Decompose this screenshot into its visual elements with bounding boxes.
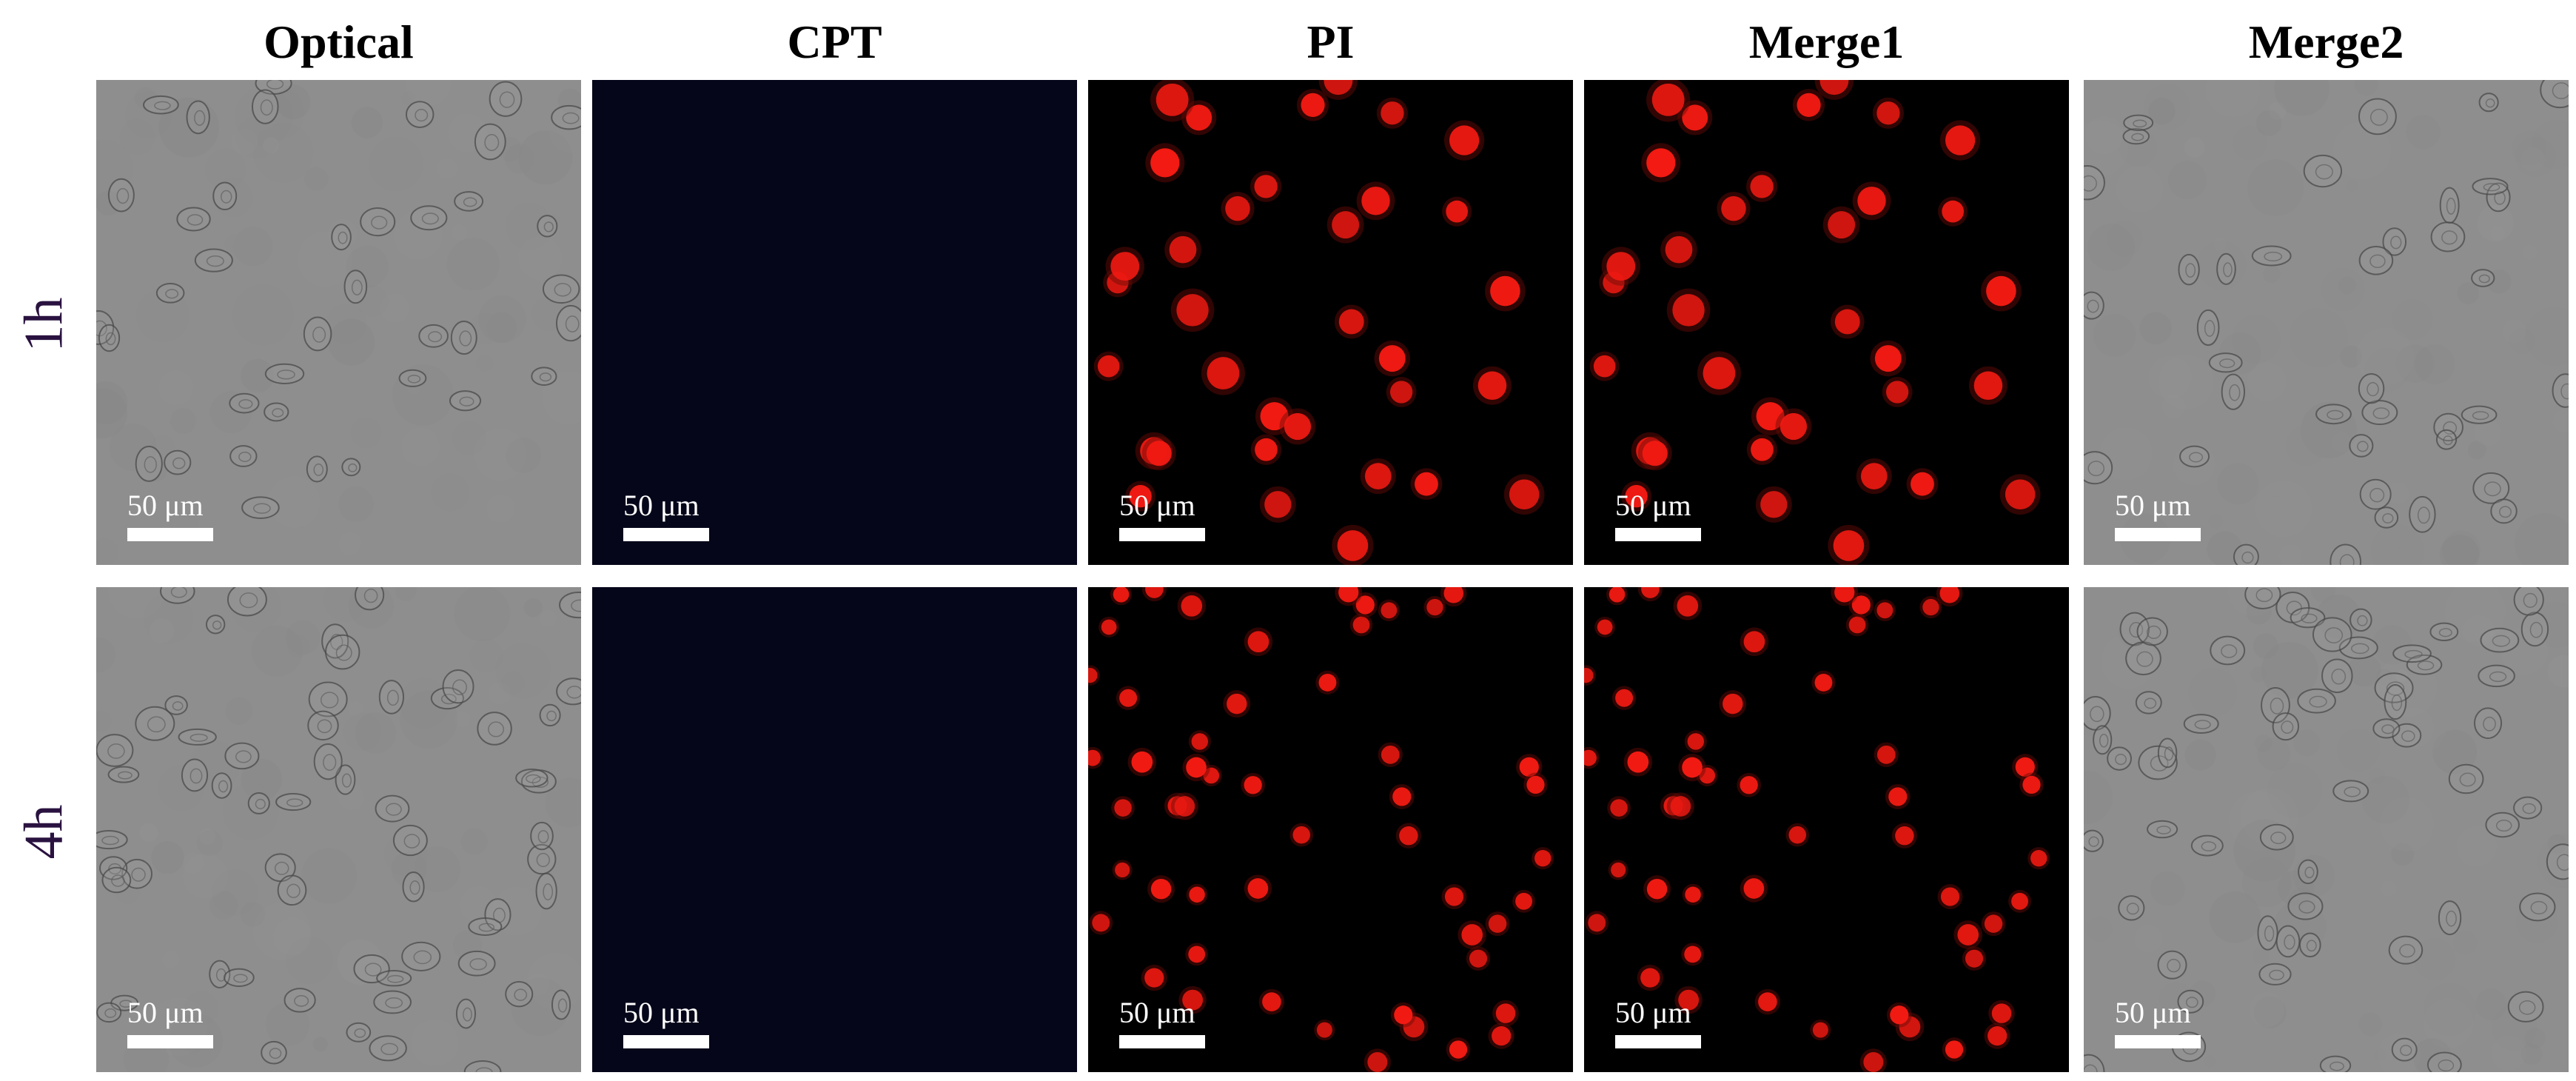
micrograph-merge1-4h: 50 μm (1584, 587, 2069, 1072)
scale-bar-label: 50 μm (1615, 996, 1691, 1029)
scale-bar-line (623, 528, 709, 541)
column-title-merge1: Merge1 (1748, 16, 1905, 68)
scale-bar-line (1119, 528, 1205, 541)
micrograph-merge2-1h: 50 μm (2084, 80, 2569, 565)
micrograph-optical-1h: 50 μm (96, 80, 581, 565)
scale-bar-label: 50 μm (127, 489, 204, 522)
scale-bar-line (1615, 1035, 1701, 1048)
row-label-4h: 4h (0, 587, 89, 1076)
row-label-1h-text: 1h (13, 297, 75, 352)
scale-bar-label: 50 μm (2115, 489, 2191, 522)
micrograph-cpt-1h: 50 μm (592, 80, 1077, 565)
row-label-4h-text: 4h (13, 804, 75, 859)
scale-bar-line (623, 1035, 709, 1048)
scale-bar-line (127, 1035, 213, 1048)
scale-bar: 50 μm (1119, 491, 1205, 541)
scale-bar: 50 μm (2115, 998, 2201, 1048)
scale-bar-line (1119, 1035, 1205, 1048)
scale-bar-label: 50 μm (1119, 996, 1195, 1029)
column-title-merge2: Merge2 (2248, 16, 2404, 68)
micrograph-pi-1h: 50 μm (1088, 80, 1573, 565)
scale-bar-label: 50 μm (623, 996, 700, 1029)
scale-bar-label: 50 μm (623, 489, 700, 522)
scale-bar-label: 50 μm (1119, 489, 1195, 522)
scale-bar: 50 μm (1615, 491, 1701, 541)
column-title-optical: Optical (264, 16, 414, 68)
column-title-cpt: CPT (787, 16, 882, 68)
scale-bar-label: 50 μm (1615, 489, 1691, 522)
scale-bar-line (1615, 528, 1701, 541)
scale-bar: 50 μm (1615, 998, 1701, 1048)
scale-bar: 50 μm (623, 998, 709, 1048)
scale-bar: 50 μm (127, 998, 213, 1048)
scale-bar-line (2115, 1035, 2201, 1048)
micrograph-pi-4h: 50 μm (1088, 587, 1573, 1072)
column-title-pi: PI (1307, 16, 1355, 68)
micrograph-cpt-4h: 50 μm (592, 587, 1077, 1072)
micrograph-merge1-1h: 50 μm (1584, 80, 2069, 565)
scale-bar: 50 μm (623, 491, 709, 541)
scale-bar: 50 μm (2115, 491, 2201, 541)
scale-bar-line (127, 528, 213, 541)
scale-bar-label: 50 μm (127, 996, 204, 1029)
scale-bar: 50 μm (127, 491, 213, 541)
scale-bar: 50 μm (1119, 998, 1205, 1048)
micrograph-merge2-4h: 50 μm (2084, 587, 2569, 1072)
micrograph-optical-4h: 50 μm (96, 587, 581, 1072)
scale-bar-label: 50 μm (2115, 996, 2191, 1029)
row-label-1h: 1h (0, 80, 89, 569)
scale-bar-line (2115, 528, 2201, 541)
